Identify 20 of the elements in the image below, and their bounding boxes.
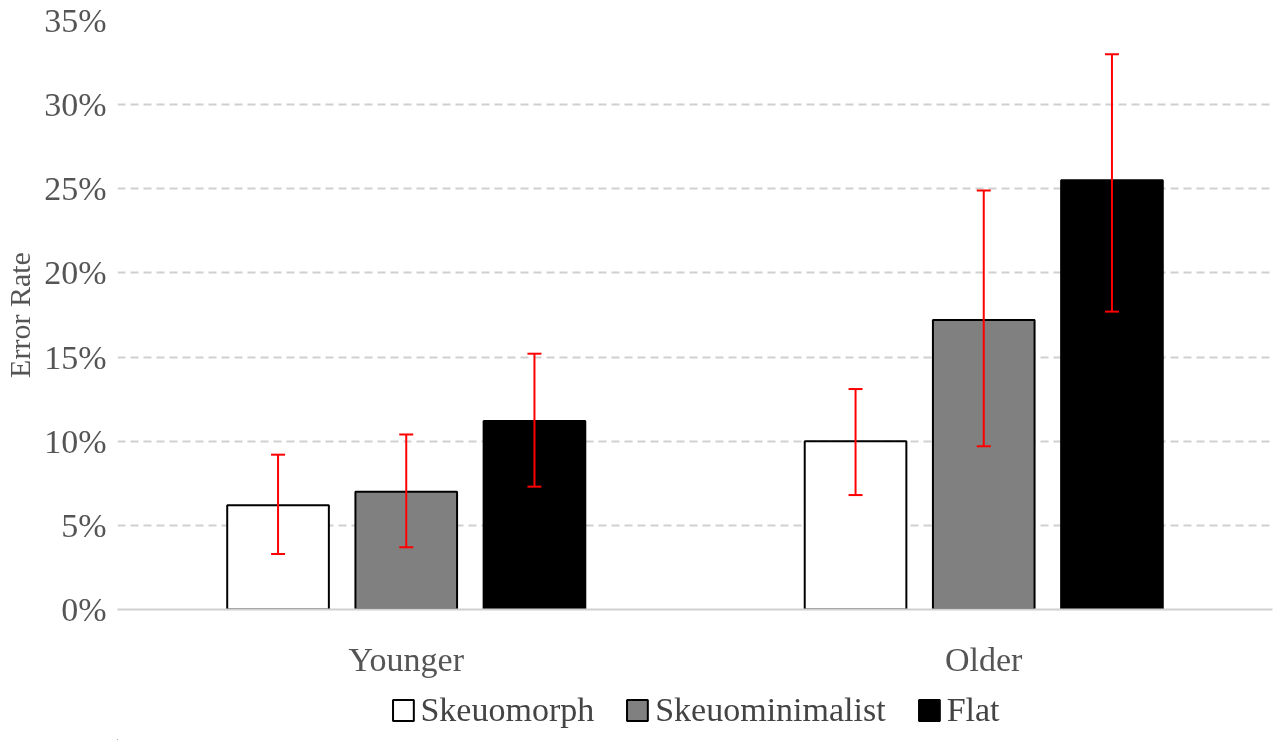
- y-tick-label: 5%: [61, 506, 107, 544]
- y-tick-label: 25%: [44, 170, 107, 208]
- bar: [931, 319, 1036, 610]
- legend-label: Flat: [946, 691, 1000, 729]
- bar: [482, 420, 587, 610]
- x-tick-label: Younger: [348, 640, 465, 678]
- y-tick-label: 35%: [44, 2, 107, 39]
- bar: [226, 504, 330, 610]
- y-axis-title: Error Rate: [3, 252, 37, 378]
- y-tick-label: 10%: [44, 422, 107, 460]
- y-tick-label: 30%: [44, 86, 107, 124]
- legend-label: Skeuominimalist: [655, 691, 886, 729]
- y-tick-label: 15%: [44, 338, 107, 376]
- y-tick-label: 0%: [61, 591, 107, 628]
- y-tick-label: 20%: [44, 254, 107, 292]
- x-tick-label: Older: [945, 640, 1024, 678]
- legend-label: Skeuomorph: [420, 691, 595, 729]
- bar: [803, 440, 908, 610]
- bar: [1060, 179, 1164, 610]
- bar: [354, 490, 459, 610]
